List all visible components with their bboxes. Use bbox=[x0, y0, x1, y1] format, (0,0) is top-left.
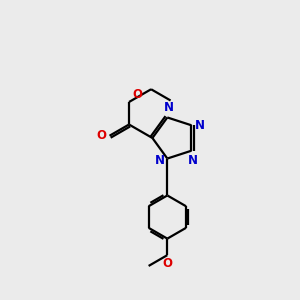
Text: N: N bbox=[155, 154, 165, 166]
Text: N: N bbox=[164, 101, 173, 114]
Text: O: O bbox=[132, 88, 142, 100]
Text: O: O bbox=[162, 256, 172, 270]
Text: N: N bbox=[188, 154, 198, 167]
Text: O: O bbox=[97, 129, 106, 142]
Text: N: N bbox=[195, 119, 205, 132]
